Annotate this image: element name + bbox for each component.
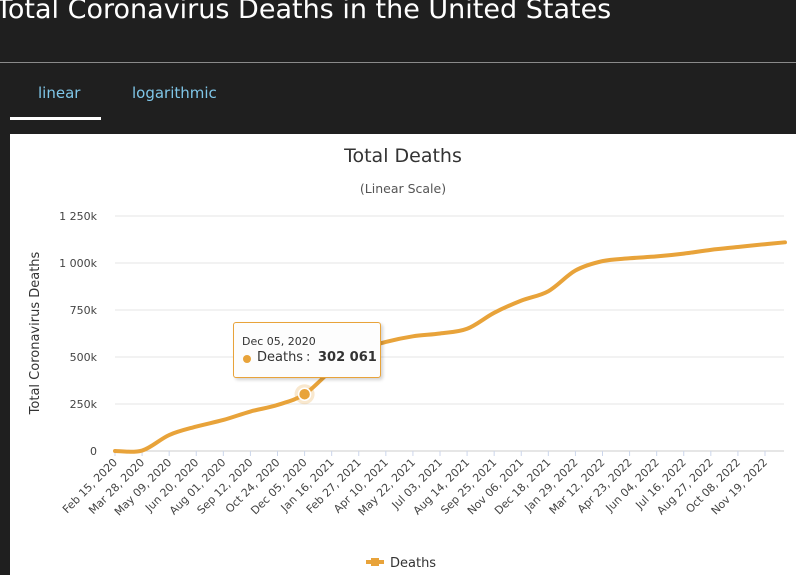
grid	[115, 215, 784, 452]
y-axis-label: Total Coronavirus Deaths	[28, 251, 43, 415]
scale-tabs: linear logarithmic	[0, 62, 796, 120]
highlight-point[interactable]	[297, 387, 312, 401]
y-tick-label: 1 250k	[59, 210, 97, 223]
page-title: Total Coronavirus Deaths in the United S…	[0, 0, 612, 25]
tooltip-value: 302 061	[318, 350, 377, 365]
y-tick-label: 1 000k	[59, 257, 97, 270]
tooltip-series-dot	[243, 355, 251, 363]
tab-linear[interactable]: linear	[38, 84, 81, 102]
y-tick-label: 250k	[70, 398, 98, 411]
y-tick-label: 0	[90, 445, 97, 458]
legend[interactable]: Deaths	[366, 556, 436, 571]
series-line-deaths	[113, 240, 787, 454]
y-tick-label: 750k	[70, 304, 98, 317]
tooltip: Dec 05, 2020 Deaths : 302 061	[233, 322, 381, 378]
page-header: Total Coronavirus Deaths in the United S…	[0, 0, 796, 63]
chart-subtitle: (Linear Scale)	[360, 181, 446, 196]
series	[113, 240, 787, 454]
y-tick-label: 500k	[70, 351, 98, 364]
legend-marker	[371, 558, 379, 566]
chart-title: Total Deaths	[343, 145, 462, 167]
tab-logarithmic[interactable]: logarithmic	[132, 84, 217, 102]
tooltip-date: Dec 05, 2020	[242, 335, 316, 348]
tooltip-separator: :	[306, 350, 311, 365]
y-axis: 0 250k 500k 750k 1 000k 1 250k	[59, 210, 97, 458]
tooltip-series-label: Deaths	[257, 350, 304, 365]
active-tab-indicator	[10, 117, 101, 120]
legend-label: Deaths	[390, 556, 436, 571]
chart-panel	[10, 134, 796, 575]
